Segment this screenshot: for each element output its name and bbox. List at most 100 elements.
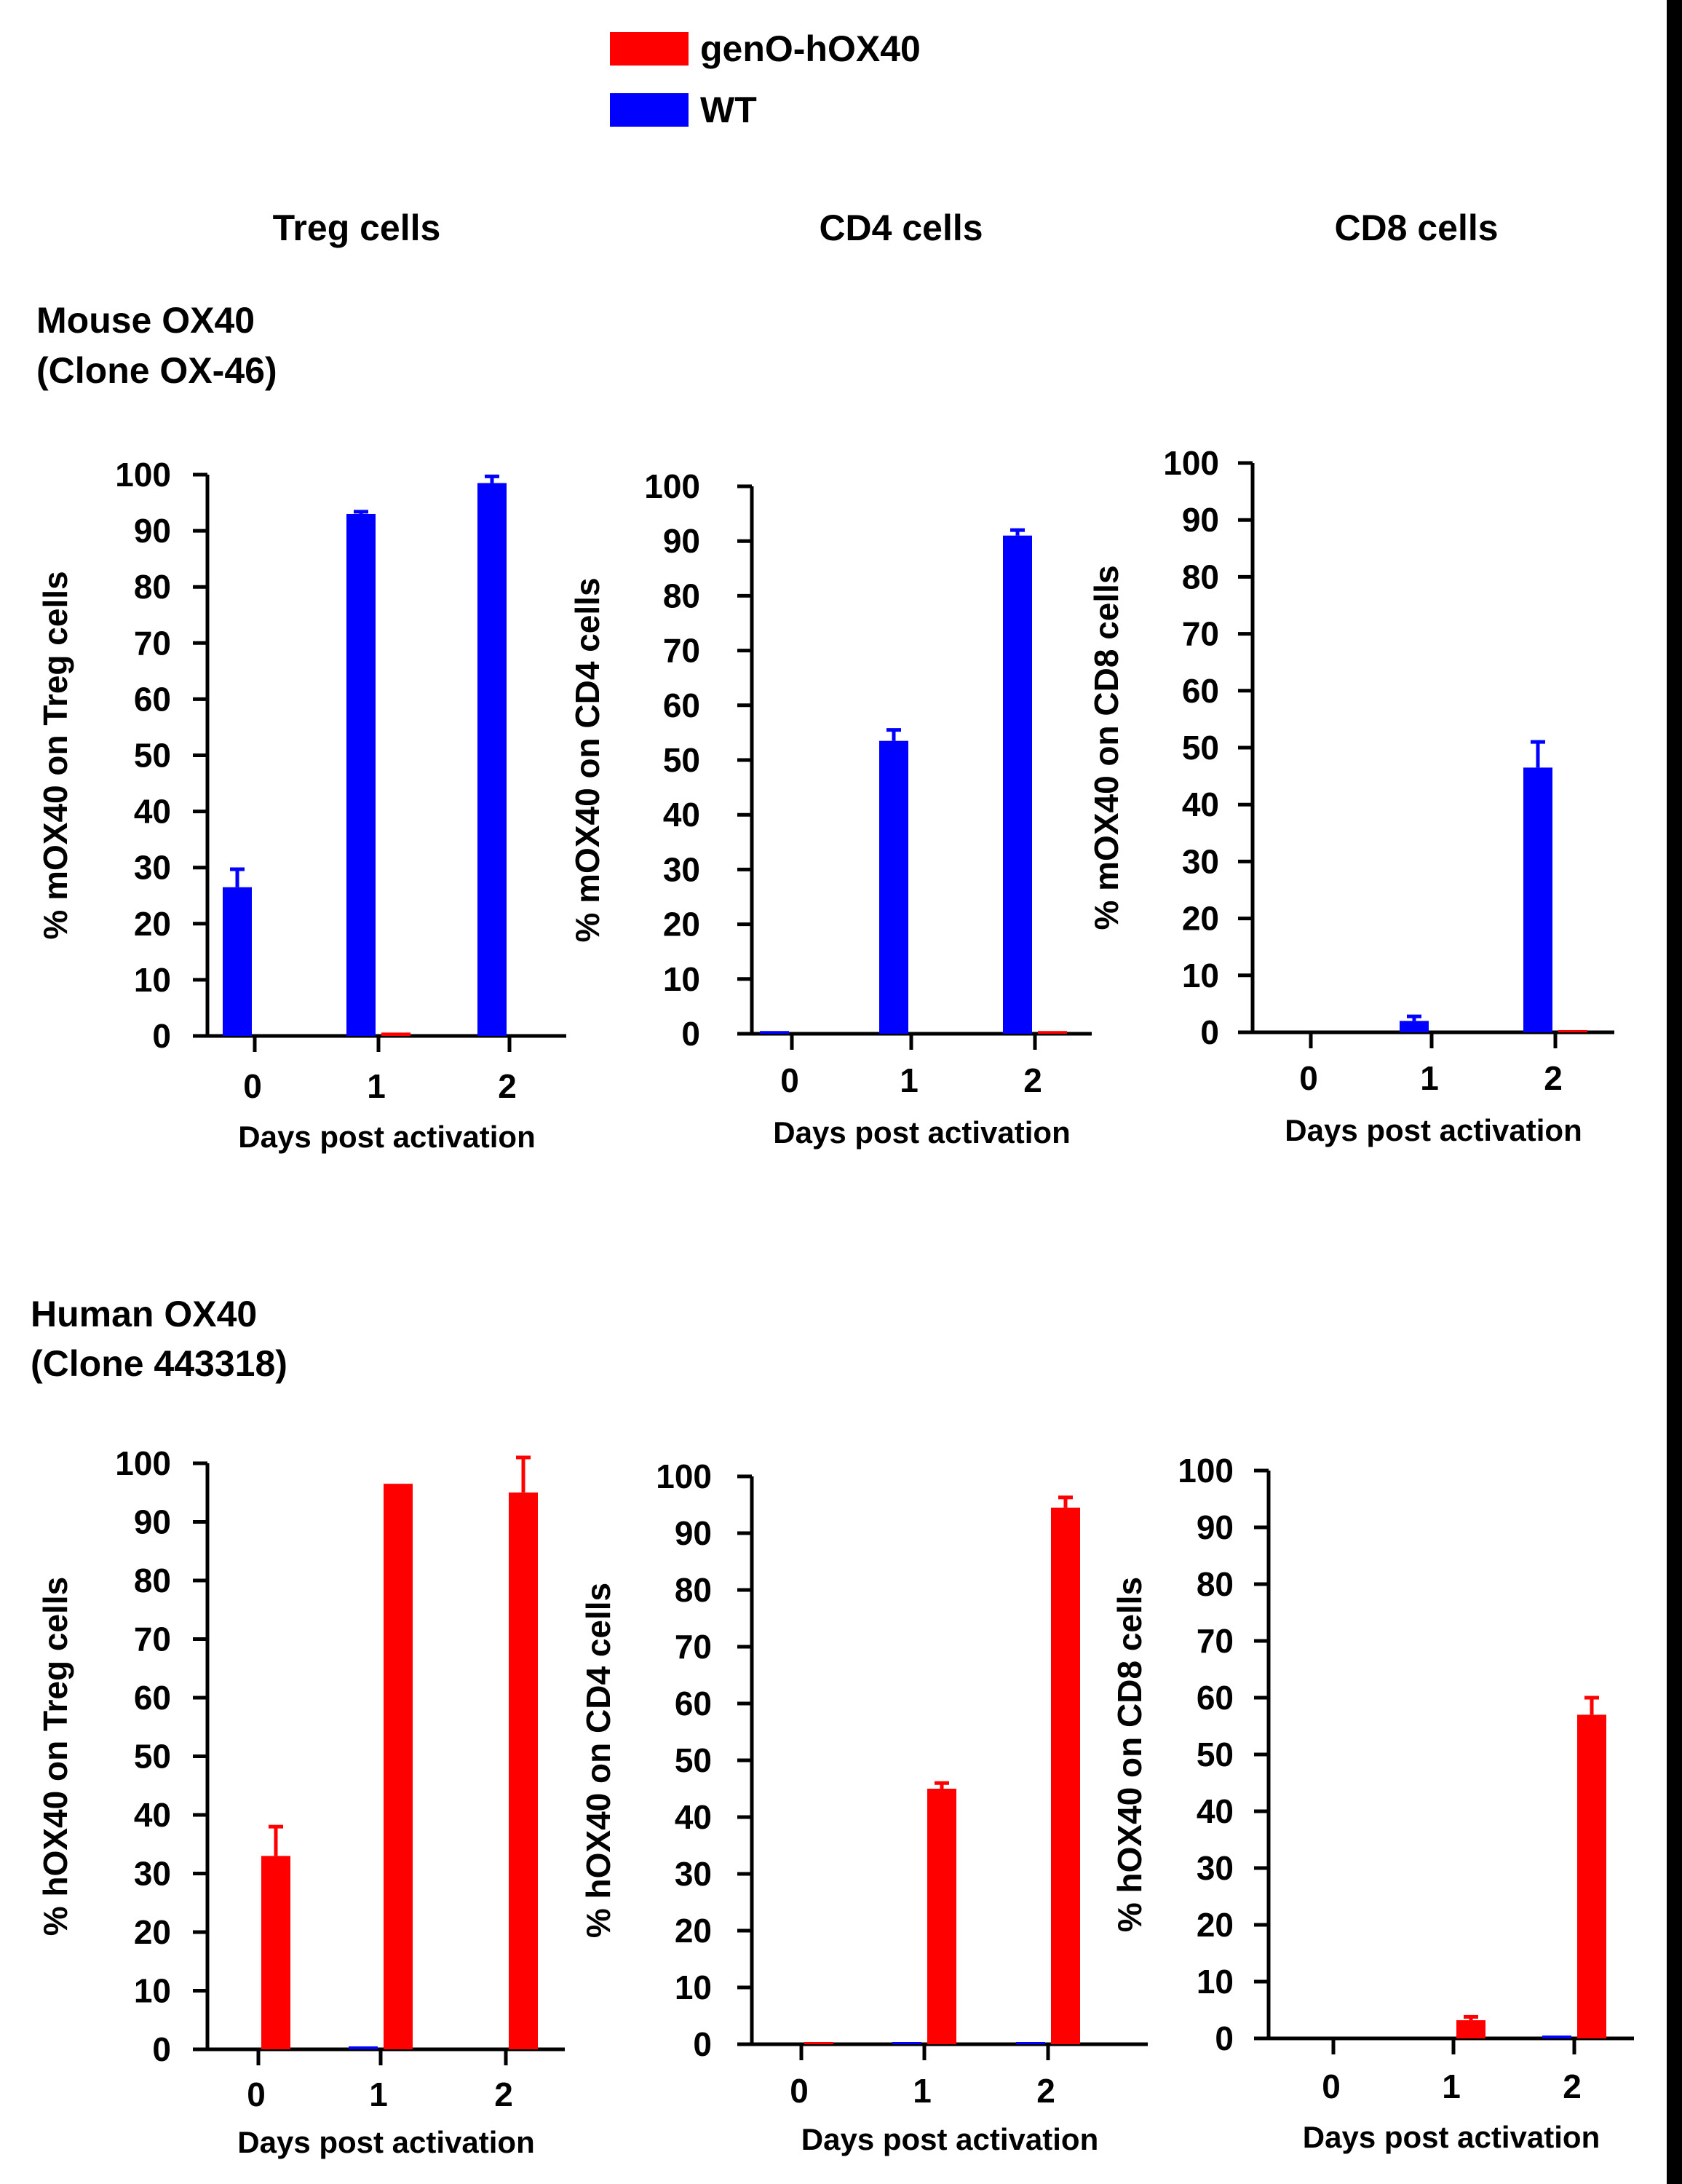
bar-wt-day0 bbox=[760, 1031, 789, 1034]
x-tick-label: 2 bbox=[1544, 1059, 1563, 1097]
y-tick-label: 60 bbox=[134, 1679, 171, 1717]
bar-wt-day2 bbox=[1003, 535, 1032, 1034]
x-tick-label: 0 bbox=[1299, 1059, 1318, 1097]
y-tick-label: 90 bbox=[675, 1514, 712, 1552]
y-tick-label: 50 bbox=[134, 737, 171, 775]
y-tick-label: 50 bbox=[663, 741, 700, 779]
x-tick-label: 1 bbox=[367, 1067, 386, 1105]
row-title-mouse-line1: Mouse OX40 bbox=[36, 300, 255, 341]
y-tick-label: 40 bbox=[675, 1798, 712, 1836]
row-title-human-line2: (Clone 443318) bbox=[31, 1343, 287, 1384]
y-tick-label: 60 bbox=[663, 687, 700, 724]
y-tick-label: 0 bbox=[693, 2025, 712, 2063]
bar-geno-day2 bbox=[1038, 1031, 1067, 1034]
x-tick-label: 2 bbox=[1036, 2072, 1055, 2110]
bar-wt-day0 bbox=[223, 887, 252, 1036]
y-axis-title: % mOX40 on Treg cells bbox=[36, 571, 74, 939]
column-title-cd8: CD8 cells bbox=[1334, 207, 1498, 248]
row-title-human-line1: Human OX40 bbox=[31, 1294, 257, 1334]
y-tick-label: 50 bbox=[675, 1741, 712, 1779]
bar-geno-day1 bbox=[384, 1484, 413, 2049]
y-tick-label: 50 bbox=[134, 1738, 171, 1776]
bar-geno-day1 bbox=[381, 1032, 410, 1036]
y-tick-label: 40 bbox=[1182, 786, 1219, 823]
bar-wt-day1 bbox=[346, 513, 376, 1036]
bar-geno-day2 bbox=[1051, 1507, 1080, 2044]
y-tick-label: 0 bbox=[152, 1017, 171, 1055]
bar-geno-day1 bbox=[1456, 2020, 1485, 2038]
y-tick-label: 70 bbox=[1197, 1622, 1234, 1660]
x-tick-label: 1 bbox=[913, 2072, 932, 2110]
x-tick-label: 2 bbox=[1023, 1061, 1042, 1099]
y-tick-label: 40 bbox=[663, 796, 700, 834]
bar-geno-day2 bbox=[1558, 1030, 1587, 1032]
x-tick-label: 1 bbox=[369, 2076, 388, 2113]
y-tick-label: 30 bbox=[663, 850, 700, 888]
y-tick-label: 100 bbox=[644, 467, 700, 505]
bar-wt-day1 bbox=[349, 2046, 378, 2049]
legend-swatch-wt bbox=[610, 93, 689, 127]
y-tick-label: 60 bbox=[675, 1685, 712, 1722]
column-title-treg: Treg cells bbox=[273, 207, 441, 248]
y-tick-label: 10 bbox=[675, 1969, 712, 2006]
y-axis-title: % mOX40 on CD4 cells bbox=[568, 577, 606, 942]
y-tick-label: 100 bbox=[1178, 1452, 1234, 1489]
y-tick-label: 50 bbox=[1197, 1736, 1234, 1773]
y-tick-label: 60 bbox=[134, 680, 171, 718]
y-tick-label: 30 bbox=[1197, 1849, 1234, 1887]
chart-panel-6: 0 10 20 30 40 50 60 70 80 90 100 0 1 2 % hOX40 on CD8 … bbox=[1111, 1452, 1634, 2154]
chart-panel-3: 0 10 20 30 40 50 60 70 80 90 100 0 1 2 % mOX40 on CD8 … bbox=[1087, 444, 1614, 1147]
y-tick-label: 10 bbox=[663, 960, 700, 998]
y-axis-title: % hOX40 on CD8 cells bbox=[1111, 1577, 1149, 1932]
y-tick-label: 20 bbox=[134, 905, 171, 943]
y-tick-label: 60 bbox=[1182, 672, 1219, 710]
bar-geno-day0 bbox=[261, 1856, 290, 2049]
y-tick-label: 90 bbox=[1197, 1508, 1234, 1546]
x-axis-title: Days post activation bbox=[801, 2122, 1098, 2156]
y-tick-label: 40 bbox=[134, 1796, 171, 1834]
x-tick-label: 0 bbox=[780, 1061, 799, 1099]
y-tick-label: 70 bbox=[675, 1628, 712, 1666]
y-tick-label: 70 bbox=[1182, 615, 1219, 653]
x-axis-title: Days post activation bbox=[1303, 2120, 1600, 2154]
bar-wt-day2 bbox=[1523, 767, 1552, 1032]
legend-label-geno: genO-hOX40 bbox=[700, 28, 921, 69]
bar-wt-day2 bbox=[477, 483, 507, 1036]
y-tick-label: 90 bbox=[663, 522, 700, 560]
x-axis-title: Days post activation bbox=[773, 1115, 1070, 1150]
x-tick-label: 0 bbox=[1322, 2068, 1341, 2105]
bar-geno-day1 bbox=[927, 1789, 956, 2044]
y-tick-label: 60 bbox=[1197, 1679, 1234, 1717]
bar-wt-day1 bbox=[892, 2042, 921, 2044]
y-tick-label: 10 bbox=[134, 1972, 171, 2010]
y-tick-label: 70 bbox=[134, 624, 171, 662]
x-tick-label: 0 bbox=[790, 2072, 809, 2110]
y-axis-title: % hOX40 on CD4 cells bbox=[579, 1583, 617, 1938]
y-tick-label: 80 bbox=[675, 1571, 712, 1609]
y-tick-label: 100 bbox=[115, 456, 171, 494]
x-axis-title: Days post activation bbox=[237, 2125, 534, 2159]
bar-geno-day0 bbox=[804, 2042, 833, 2044]
y-tick-label: 100 bbox=[115, 1444, 171, 1482]
y-tick-label: 90 bbox=[1182, 501, 1219, 539]
y-tick-label: 40 bbox=[134, 793, 171, 831]
x-axis-title: Days post activation bbox=[238, 1120, 535, 1154]
x-tick-label: 0 bbox=[247, 2076, 266, 2113]
chart-panel-2: 0 10 20 30 40 50 60 70 80 90 100 0 1 2 % mOX40 on CD4 … bbox=[568, 467, 1092, 1150]
y-tick-label: 10 bbox=[1182, 957, 1219, 994]
bar-wt-day2 bbox=[1542, 2035, 1571, 2038]
y-tick-label: 80 bbox=[134, 1562, 171, 1599]
x-tick-label: 2 bbox=[498, 1067, 517, 1105]
legend: genO-hOX40 WT bbox=[610, 28, 921, 130]
y-tick-label: 40 bbox=[1197, 1792, 1234, 1830]
y-tick-label: 20 bbox=[663, 906, 700, 943]
y-tick-label: 80 bbox=[663, 577, 700, 614]
y-tick-label: 0 bbox=[681, 1015, 700, 1053]
legend-label-wt: WT bbox=[700, 90, 757, 130]
y-tick-label: 50 bbox=[1182, 729, 1219, 767]
row-title-mouse-line2: (Clone OX-46) bbox=[36, 350, 277, 391]
y-tick-label: 30 bbox=[134, 1855, 171, 1893]
y-axis-title: % mOX40 on CD8 cells bbox=[1087, 565, 1125, 930]
y-tick-label: 20 bbox=[1197, 1906, 1234, 1944]
